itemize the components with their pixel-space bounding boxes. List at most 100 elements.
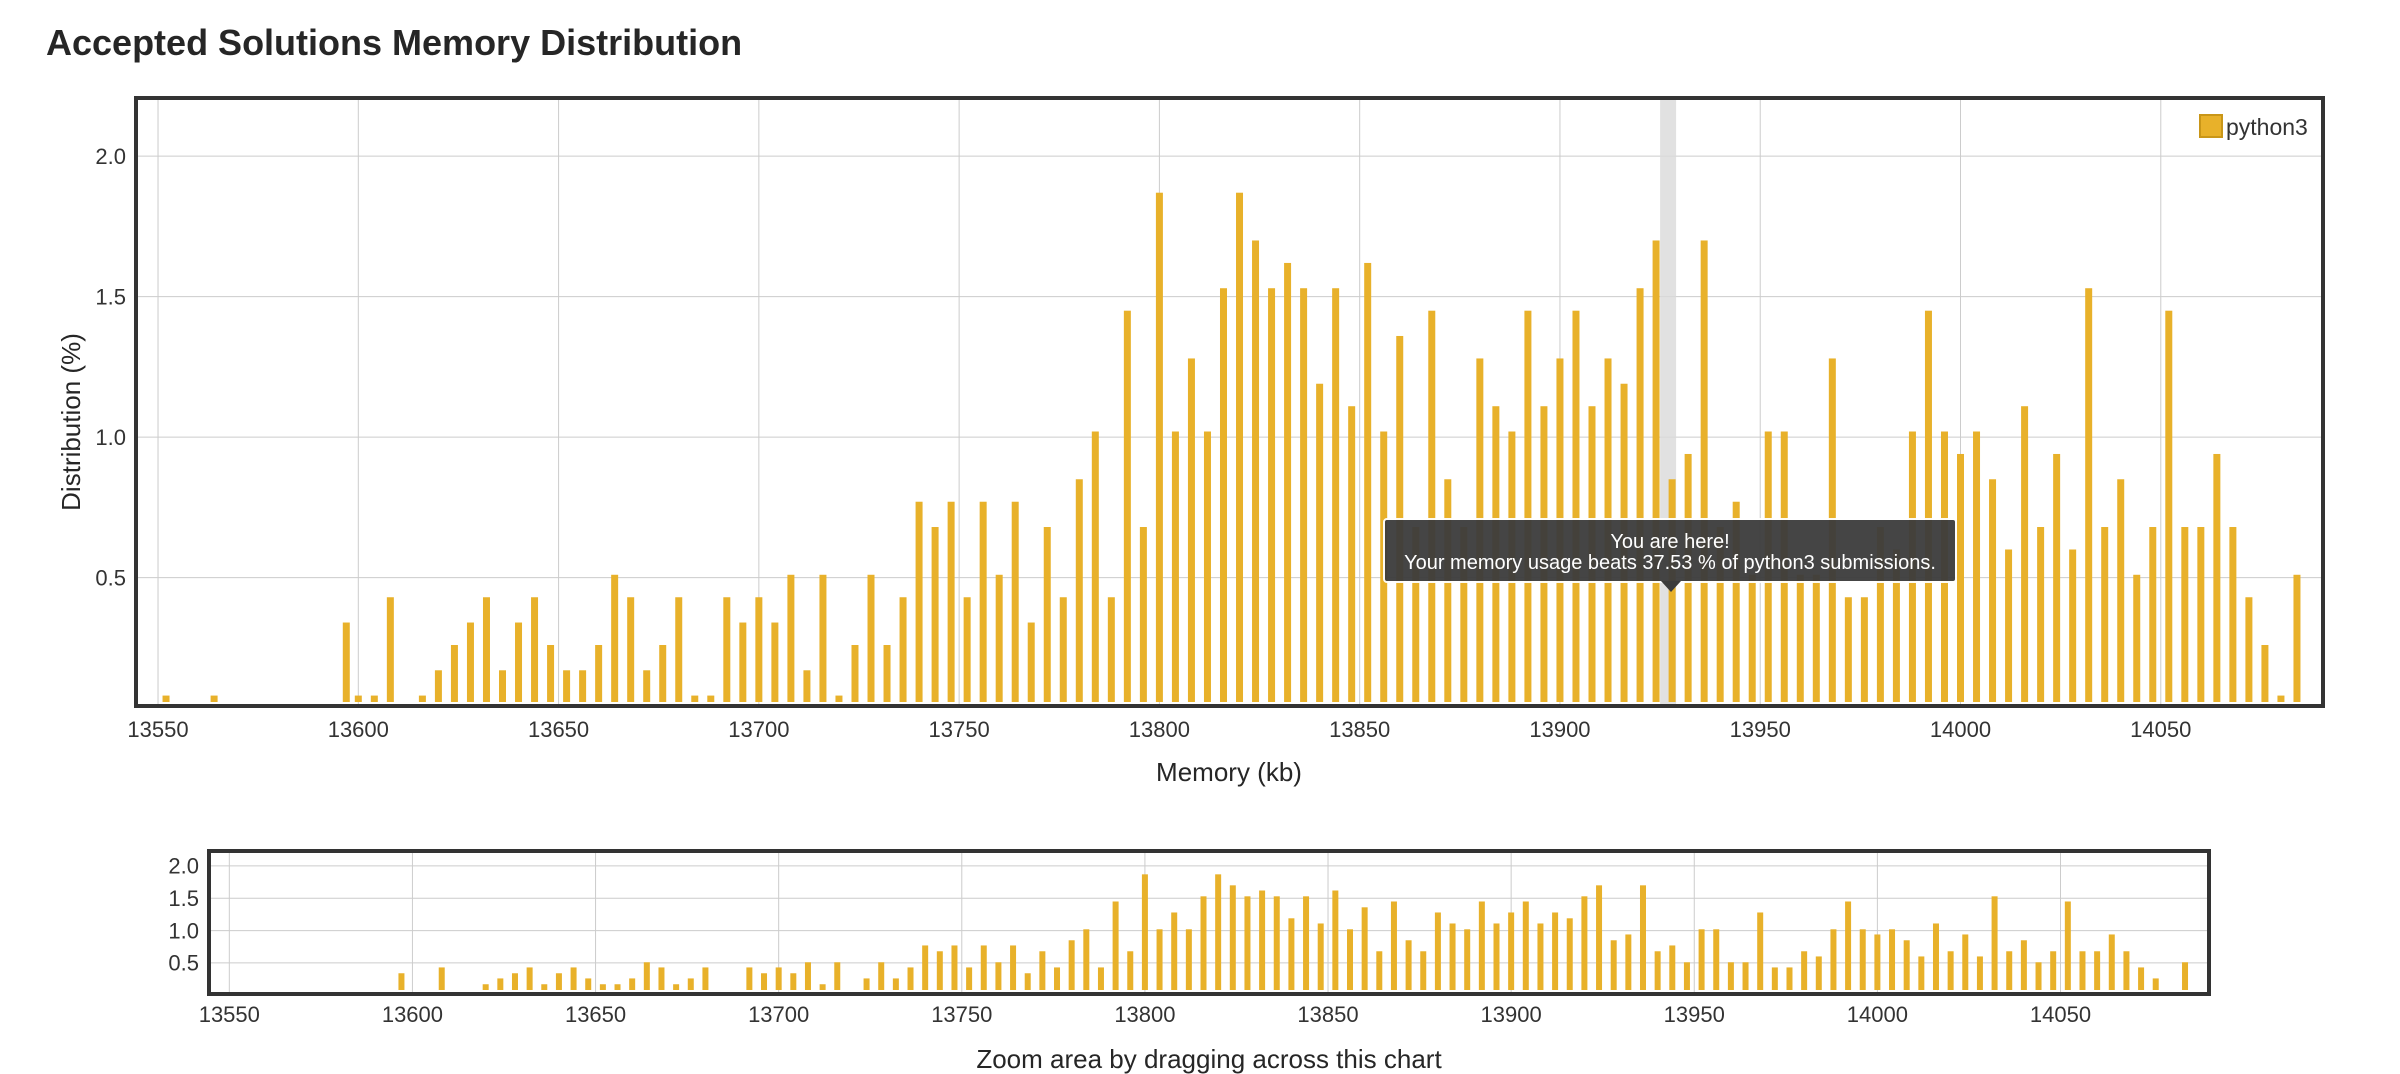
main-bar[interactable] <box>482 597 490 702</box>
main-bar[interactable] <box>342 622 350 702</box>
main-bar[interactable] <box>707 695 715 702</box>
main-bar[interactable] <box>499 670 507 702</box>
main-bar[interactable] <box>1572 310 1580 702</box>
main-bar[interactable] <box>563 670 571 702</box>
legend-label-python3[interactable]: python3 <box>2226 114 2308 140</box>
legend[interactable]: python3 <box>2199 114 2308 140</box>
main-bar[interactable] <box>370 695 378 702</box>
main-bar[interactable] <box>915 501 923 702</box>
main-bar[interactable] <box>595 645 603 702</box>
main-bar[interactable] <box>1973 431 1981 702</box>
main-bar[interactable] <box>2037 527 2045 702</box>
main-bar[interactable] <box>2245 597 2253 702</box>
main-bar[interactable] <box>1203 431 1211 702</box>
main-bar[interactable] <box>1316 383 1324 702</box>
main-bar[interactable] <box>659 645 667 702</box>
main-bar[interactable] <box>1748 574 1756 702</box>
main-bar[interactable] <box>2085 288 2093 702</box>
main-bar[interactable] <box>1989 479 1997 702</box>
main-bar[interactable] <box>515 622 523 702</box>
main-bar[interactable] <box>1171 431 1179 702</box>
main-bar[interactable] <box>1876 527 1884 702</box>
main-bar[interactable] <box>627 597 635 702</box>
main-bar[interactable] <box>210 695 218 702</box>
main-bar[interactable] <box>835 695 843 702</box>
main-bar[interactable] <box>851 645 859 702</box>
main-bar[interactable] <box>2005 549 2013 702</box>
main-bar[interactable] <box>2101 527 2109 702</box>
main-bar[interactable] <box>547 645 555 702</box>
main-bar[interactable] <box>2293 574 2301 702</box>
main-bar[interactable] <box>1059 597 1067 702</box>
main-bar[interactable] <box>1428 310 1436 702</box>
main-bar[interactable] <box>883 645 891 702</box>
main-bar[interactable] <box>1284 262 1292 702</box>
main-bar[interactable] <box>1892 549 1900 702</box>
main-bar[interactable] <box>1011 501 1019 702</box>
main-bar[interactable] <box>1364 262 1372 702</box>
main-bar[interactable] <box>1636 288 1644 702</box>
main-bar[interactable] <box>643 670 651 702</box>
main-bar[interactable] <box>611 574 619 702</box>
main-bar[interactable] <box>434 670 442 702</box>
main-bar[interactable] <box>1252 240 1260 702</box>
main-chart[interactable]: 13550 13600 13650 13700 13750 13800 13850 13900… <box>56 96 2325 787</box>
main-bar[interactable] <box>2053 453 2061 702</box>
main-bar[interactable] <box>2117 479 2125 702</box>
main-bar[interactable] <box>579 670 587 702</box>
main-bar[interactable] <box>739 622 747 702</box>
main-bar[interactable] <box>1860 597 1868 702</box>
main-bar[interactable] <box>691 695 699 702</box>
main-bar[interactable] <box>2213 453 2221 702</box>
main-bar[interactable] <box>2021 406 2029 702</box>
main-bar[interactable] <box>787 574 795 702</box>
main-bar[interactable] <box>1236 192 1244 702</box>
main-bar[interactable] <box>2197 527 2205 702</box>
legend-swatch[interactable] <box>2199 114 2223 138</box>
main-bar[interactable] <box>1844 597 1852 702</box>
main-bar[interactable] <box>1332 288 1340 702</box>
main-bar[interactable] <box>2133 574 2141 702</box>
main-bar[interactable] <box>1187 358 1195 702</box>
main-bar[interactable] <box>1732 501 1740 702</box>
main-bar[interactable] <box>1716 527 1724 702</box>
main-bar[interactable] <box>1796 574 1804 702</box>
main-bar[interactable] <box>418 695 426 702</box>
main-bar[interactable] <box>466 622 474 702</box>
main-bar[interactable] <box>1460 527 1468 702</box>
main-bar[interactable] <box>1043 527 1051 702</box>
main-bar[interactable] <box>1812 574 1820 702</box>
main-bar[interactable] <box>1300 288 1308 702</box>
main-bar[interactable] <box>162 695 170 702</box>
main-bar[interactable] <box>1107 597 1115 702</box>
main-bar[interactable] <box>995 574 1003 702</box>
main-bar[interactable] <box>2165 310 2173 702</box>
overview-chart[interactable]: 13550 13600 13650 13700 13750 13800 13850 13900… <box>168 849 2211 1074</box>
main-bar[interactable] <box>354 695 362 702</box>
main-bar[interactable] <box>1412 527 1420 702</box>
main-bar[interactable] <box>771 622 779 702</box>
main-bar[interactable] <box>1091 431 1099 702</box>
main-bar[interactable] <box>675 597 683 702</box>
main-bar[interactable] <box>963 597 971 702</box>
main-bar[interactable] <box>531 597 539 702</box>
main-bar[interactable] <box>1700 240 1708 702</box>
main-bar[interactable] <box>1219 288 1227 702</box>
main-bar[interactable] <box>899 597 907 702</box>
main-bar[interactable] <box>931 527 939 702</box>
main-bar[interactable] <box>979 501 987 702</box>
main-bar[interactable] <box>1027 622 1035 702</box>
main-bar[interactable] <box>1957 453 1965 702</box>
main-bar[interactable] <box>1123 310 1131 702</box>
main-bar[interactable] <box>1524 310 1532 702</box>
main-bar[interactable] <box>867 574 875 702</box>
main-bar[interactable] <box>2069 549 2077 702</box>
main-bar[interactable] <box>1075 479 1083 702</box>
main-bar[interactable] <box>755 597 763 702</box>
main-bar[interactable] <box>2261 645 2269 702</box>
main-bar[interactable] <box>1155 192 1163 702</box>
main-bar[interactable] <box>2229 527 2237 702</box>
main-bar[interactable] <box>803 670 811 702</box>
main-bar[interactable] <box>1444 479 1452 702</box>
